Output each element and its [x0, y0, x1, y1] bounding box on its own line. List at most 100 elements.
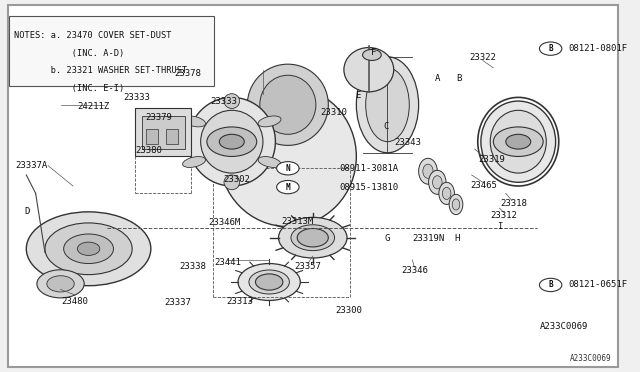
Bar [147, 129, 157, 144]
Text: 23310: 23310 [320, 108, 347, 117]
Ellipse shape [224, 175, 239, 190]
Text: F: F [371, 48, 376, 57]
Text: NOTES: a. 23470 COVER SET-DUST: NOTES: a. 23470 COVER SET-DUST [14, 31, 172, 40]
Ellipse shape [429, 170, 446, 194]
Text: 23312: 23312 [490, 211, 517, 220]
Text: A233C0069: A233C0069 [540, 322, 588, 331]
Circle shape [77, 242, 100, 256]
Text: 23318: 23318 [500, 199, 527, 208]
Ellipse shape [220, 86, 356, 227]
Text: B: B [548, 44, 553, 53]
Text: B: B [456, 74, 462, 83]
Text: 23441: 23441 [214, 258, 241, 267]
Circle shape [37, 270, 84, 298]
Circle shape [63, 234, 113, 263]
Text: 23319: 23319 [478, 155, 505, 164]
Text: 23313M: 23313M [282, 217, 314, 225]
Text: 23357: 23357 [294, 262, 321, 271]
Bar [9, 16, 214, 86]
Circle shape [297, 228, 328, 247]
Ellipse shape [238, 263, 300, 301]
Text: 23302: 23302 [223, 175, 250, 184]
Text: 23480: 23480 [61, 297, 88, 306]
Ellipse shape [365, 68, 410, 142]
Ellipse shape [452, 199, 460, 210]
Text: 23465: 23465 [470, 182, 497, 190]
Text: 23346: 23346 [401, 266, 428, 275]
Circle shape [45, 223, 132, 275]
Ellipse shape [182, 157, 205, 167]
Circle shape [47, 276, 74, 292]
Ellipse shape [258, 116, 281, 127]
Circle shape [276, 161, 299, 175]
Ellipse shape [481, 101, 556, 182]
Bar [135, 109, 191, 157]
Text: (INC. A-D): (INC. A-D) [14, 49, 124, 58]
Text: 24211Z: 24211Z [77, 102, 109, 111]
Text: 23380: 23380 [136, 146, 163, 155]
Ellipse shape [490, 110, 547, 173]
Text: 08121-0801F: 08121-0801F [568, 44, 627, 53]
Text: N: N [285, 164, 290, 173]
Circle shape [363, 49, 381, 61]
Ellipse shape [248, 64, 328, 145]
Circle shape [540, 42, 562, 55]
Text: 23319N: 23319N [412, 234, 445, 243]
Text: 08121-0651F: 08121-0651F [568, 280, 627, 289]
Circle shape [540, 278, 562, 292]
Ellipse shape [356, 57, 419, 153]
Text: 23338: 23338 [179, 262, 206, 271]
Text: C: C [383, 122, 389, 131]
Ellipse shape [278, 217, 347, 258]
Bar [166, 129, 178, 144]
Ellipse shape [249, 270, 289, 294]
Bar [141, 116, 185, 149]
Text: H: H [454, 234, 460, 243]
Ellipse shape [260, 75, 316, 134]
Ellipse shape [182, 116, 205, 127]
Ellipse shape [433, 176, 442, 189]
Circle shape [26, 212, 151, 286]
Text: (INC. E-I): (INC. E-I) [14, 84, 124, 93]
Circle shape [207, 127, 257, 157]
Ellipse shape [423, 164, 433, 178]
Text: E: E [355, 91, 360, 100]
Text: 08915-13810: 08915-13810 [339, 183, 398, 192]
Ellipse shape [439, 182, 454, 205]
Ellipse shape [201, 110, 263, 173]
Text: 08911-3081A: 08911-3081A [339, 164, 398, 173]
Text: D: D [25, 207, 30, 217]
Text: M: M [285, 183, 290, 192]
Text: B: B [548, 280, 553, 289]
Ellipse shape [224, 94, 239, 109]
Text: 23378: 23378 [175, 69, 202, 78]
Ellipse shape [188, 97, 275, 186]
Circle shape [255, 274, 283, 290]
Text: 23322: 23322 [469, 53, 496, 62]
FancyBboxPatch shape [8, 5, 618, 367]
Text: 23333: 23333 [211, 97, 237, 106]
Text: 23379: 23379 [145, 113, 172, 122]
Ellipse shape [344, 48, 394, 92]
Text: 23337A: 23337A [15, 161, 47, 170]
Circle shape [276, 180, 299, 194]
Circle shape [493, 127, 543, 157]
Text: b. 23321 WASHER SET-THRUST: b. 23321 WASHER SET-THRUST [14, 66, 187, 76]
Text: 23300: 23300 [335, 306, 362, 315]
Text: 23333: 23333 [124, 93, 150, 102]
Ellipse shape [258, 157, 281, 167]
Text: I: I [497, 222, 502, 231]
Text: 23343: 23343 [395, 138, 422, 147]
Text: A: A [435, 74, 440, 83]
Ellipse shape [291, 225, 335, 251]
Text: 23313: 23313 [227, 297, 253, 306]
Text: G: G [384, 234, 390, 243]
Circle shape [506, 134, 531, 149]
Ellipse shape [442, 187, 451, 199]
Text: 23337: 23337 [165, 298, 192, 307]
Ellipse shape [419, 158, 437, 184]
Ellipse shape [449, 194, 463, 215]
Text: A233C0069: A233C0069 [570, 354, 612, 363]
Text: 23346M: 23346M [208, 218, 241, 227]
Circle shape [220, 134, 244, 149]
